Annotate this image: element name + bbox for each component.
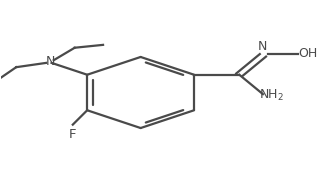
Text: N: N — [258, 40, 268, 53]
Text: F: F — [69, 128, 76, 141]
Text: N: N — [45, 56, 55, 68]
Text: OH: OH — [298, 47, 317, 60]
Text: NH$_2$: NH$_2$ — [259, 88, 284, 103]
